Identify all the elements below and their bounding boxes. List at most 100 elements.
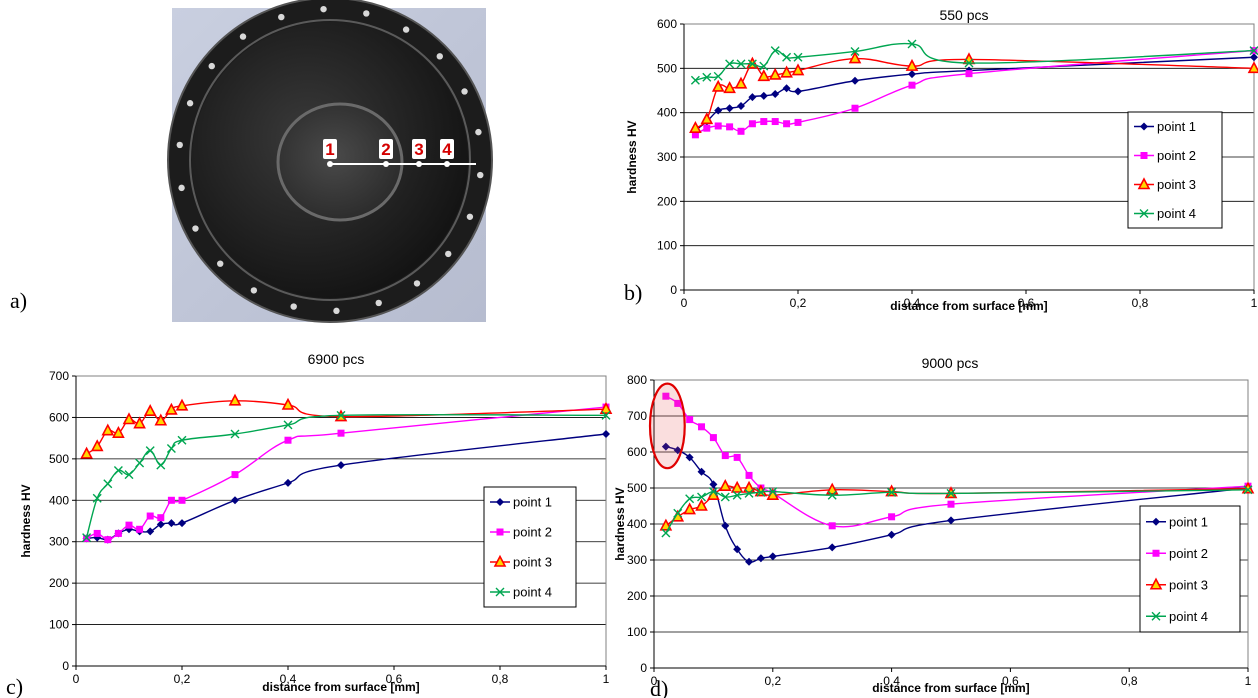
data-point-point-4 <box>747 59 757 69</box>
legend-marker <box>496 498 504 506</box>
highlight-ellipse <box>648 382 686 470</box>
x-tick-label: 0,6 <box>386 672 403 686</box>
data-point-point-2 <box>674 399 682 407</box>
data-point-point-2 <box>337 429 345 437</box>
data-point-point-1 <box>231 496 239 505</box>
data-point-point-2 <box>851 104 859 112</box>
data-point-point-2 <box>726 123 734 131</box>
data-point-point-4 <box>708 487 718 497</box>
data-point-point-4 <box>782 52 792 62</box>
data-point-point-1 <box>748 93 757 102</box>
data-point-point-1 <box>947 516 955 525</box>
data-point-point-4 <box>964 58 974 68</box>
y-tick-label: 700 <box>49 369 69 383</box>
panel-label-c: c) <box>6 674 23 698</box>
data-point-point-4 <box>82 533 92 543</box>
x-tick-label: 0,2 <box>790 296 807 310</box>
legend-entry-point-4: point 4 <box>513 585 552 600</box>
data-point-point-3 <box>742 480 756 493</box>
data-point-point-3 <box>825 482 839 495</box>
data-point-point-2 <box>721 452 729 460</box>
data-point-point-3 <box>723 81 736 94</box>
data-point-point-2 <box>125 521 133 529</box>
legend-entry-point-2: point 2 <box>513 525 552 540</box>
data-point-point-1 <box>745 557 754 566</box>
data-point-point-4 <box>283 420 293 430</box>
legend <box>483 486 577 608</box>
x-tick-label: 0 <box>651 674 658 688</box>
data-point-point-2 <box>737 127 745 135</box>
point-label-box <box>440 139 454 159</box>
y-tick-label: 500 <box>657 61 677 75</box>
data-point-point-1 <box>673 446 682 455</box>
data-point-point-2 <box>908 81 916 89</box>
measurement-point-dot <box>416 161 422 167</box>
data-point-point-4 <box>720 492 730 502</box>
x-tick-label: 0,2 <box>764 674 781 688</box>
data-point-point-1 <box>733 545 742 554</box>
legend-entry-point-1: point 1 <box>1157 119 1196 134</box>
data-point-point-3 <box>885 484 898 497</box>
data-point-point-4 <box>793 52 803 62</box>
data-point-point-4 <box>166 444 176 453</box>
data-point-point-2 <box>93 529 101 537</box>
flange-bolts <box>176 5 484 315</box>
data-point-point-2 <box>709 434 717 442</box>
x-tick-label: 0,8 <box>1132 296 1149 310</box>
data-point-point-3 <box>175 398 189 411</box>
y-tick-label: 0 <box>62 659 69 673</box>
y-tick-label: 400 <box>49 493 69 507</box>
data-point-point-1 <box>782 84 791 93</box>
bolt-hole <box>445 250 452 258</box>
data-point-point-4 <box>744 488 754 498</box>
legend-entry-point-3: point 3 <box>513 555 552 570</box>
data-point-point-1 <box>771 90 780 99</box>
chart-title: 6900 pcs <box>308 351 365 367</box>
legend <box>1127 111 1223 229</box>
y-tick-label: 100 <box>627 625 647 639</box>
data-point-point-1 <box>887 530 896 539</box>
bolt-hole <box>477 171 484 179</box>
bolt-hole <box>176 141 183 149</box>
x-axis-label: distance from surface [mm] <box>262 680 419 694</box>
legend-entry-point-4: point 4 <box>1157 206 1196 221</box>
y-axis-label: hardness HV <box>19 484 33 557</box>
data-point-point-3 <box>780 65 793 78</box>
data-point-point-1 <box>759 91 768 100</box>
data-point-point-4 <box>103 479 113 489</box>
panel-label-d: d) <box>650 676 668 698</box>
data-point-point-4 <box>145 446 155 456</box>
x-axis-label: distance from surface [mm] <box>872 681 1029 695</box>
data-point-point-4 <box>713 71 723 81</box>
data-point-point-4 <box>92 493 102 503</box>
data-point-point-1 <box>721 521 730 530</box>
data-point-point-1 <box>768 552 777 561</box>
data-point-point-2 <box>686 416 694 424</box>
data-point-point-1 <box>337 461 345 470</box>
point-label-3: 3 <box>414 140 423 159</box>
data-point-point-3 <box>734 76 748 89</box>
data-point-point-3 <box>659 518 673 531</box>
legend-marker <box>493 554 507 567</box>
data-point-point-4 <box>768 487 778 497</box>
data-point-point-2 <box>760 118 768 126</box>
measurement-point-dot <box>444 161 450 167</box>
data-point-point-4 <box>736 59 746 69</box>
data-point-point-3 <box>112 425 125 438</box>
data-point-point-1 <box>714 106 723 115</box>
legend-marker <box>1137 177 1151 190</box>
data-point-point-1 <box>794 87 802 96</box>
x-axis-label: distance from surface [mm] <box>890 299 1047 313</box>
legend-marker <box>1139 209 1149 218</box>
data-point-point-4 <box>690 75 700 85</box>
data-point-point-3 <box>228 393 242 406</box>
bolt-hole <box>217 260 224 267</box>
legend-marker <box>1140 152 1148 159</box>
data-point-point-1 <box>178 519 186 528</box>
bolt-hole <box>178 184 185 192</box>
data-point-point-2 <box>794 118 802 126</box>
data-point-point-1 <box>725 104 734 113</box>
